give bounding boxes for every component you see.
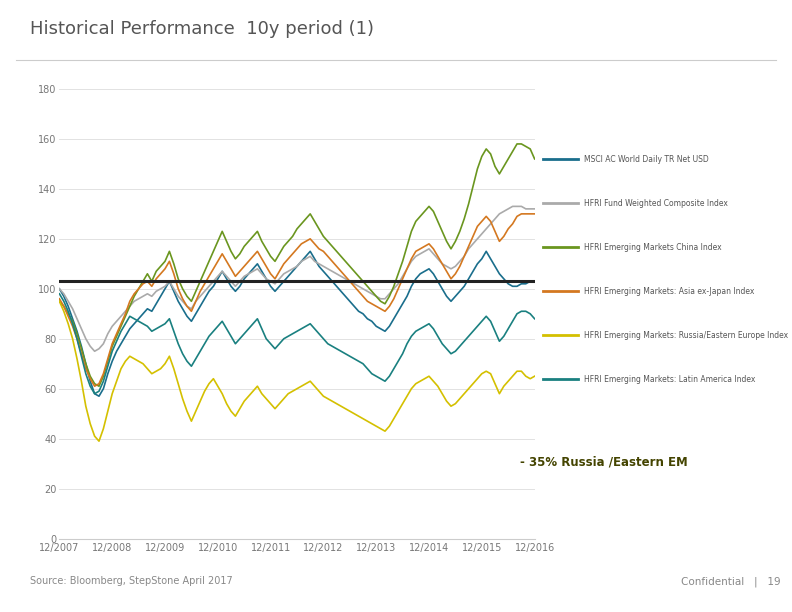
Text: HFRI Emerging Markets: Latin America Index: HFRI Emerging Markets: Latin America Ind… xyxy=(584,375,755,384)
Text: Historical Performance  10y period (1): Historical Performance 10y period (1) xyxy=(30,20,374,38)
Text: HFRI Emerging Markets: Russia/Eastern Europe Index: HFRI Emerging Markets: Russia/Eastern Eu… xyxy=(584,331,788,340)
Text: Confidential   |   19: Confidential | 19 xyxy=(681,577,781,587)
Text: Source: Bloomberg, StepStone April 2017: Source: Bloomberg, StepStone April 2017 xyxy=(30,577,233,586)
Text: HFRI Emerging Markets China Index: HFRI Emerging Markets China Index xyxy=(584,243,722,252)
Text: HFRI Emerging Markets: Asia ex-Japan Index: HFRI Emerging Markets: Asia ex-Japan Ind… xyxy=(584,287,754,296)
Text: HFRI Fund Weighted Composite Index: HFRI Fund Weighted Composite Index xyxy=(584,199,728,207)
Text: - 35% Russia /Eastern EM: - 35% Russia /Eastern EM xyxy=(520,455,687,469)
Text: +52%  China: +52% China xyxy=(543,179,638,192)
Text: MSCI AC World Daily TR Net USD: MSCI AC World Daily TR Net USD xyxy=(584,155,709,163)
